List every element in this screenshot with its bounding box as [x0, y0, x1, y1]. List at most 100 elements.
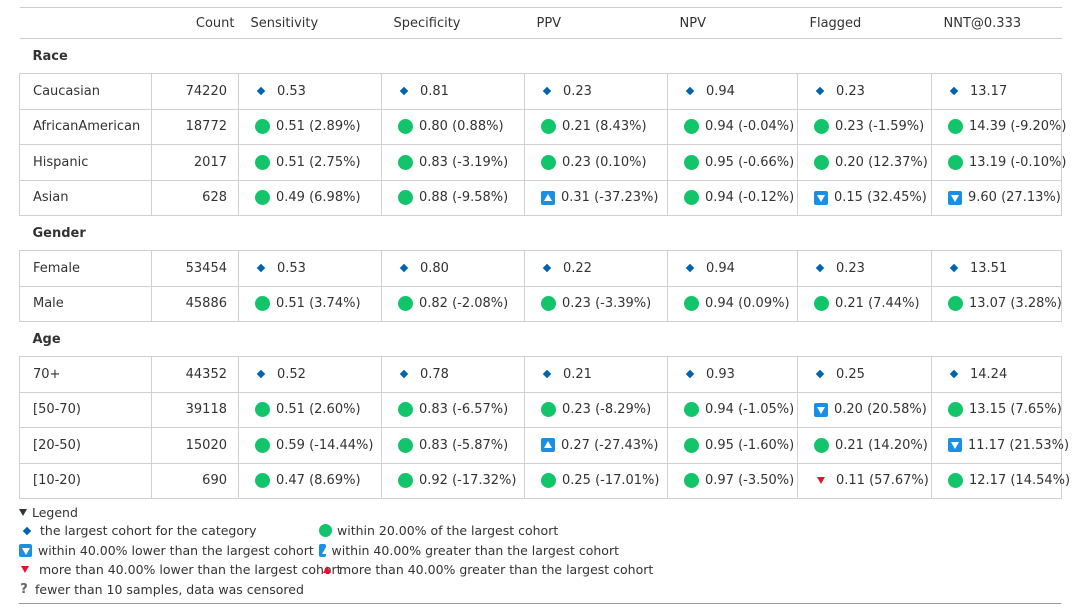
cohort-count: 44352	[151, 356, 239, 393]
legend: Legend the largest cohort for the catego…	[19, 503, 1061, 604]
circle-icon	[684, 190, 699, 206]
legend-item: within 40.00% greater than the largest c…	[319, 541, 619, 561]
metric-cell: 12.17 (14.54%)	[931, 462, 1070, 499]
square-down-arrow-icon	[814, 402, 828, 417]
legend-item-label: fewer than 10 samples, data was censored	[35, 581, 304, 597]
square-down-arrow-icon	[948, 190, 962, 205]
metric-cell: 0.53	[238, 250, 382, 287]
table-row: Male 45886 0.51 (3.74%) 0.82 (-2.08%) 0.23 (…	[19, 285, 1062, 322]
diamond-icon	[815, 264, 825, 273]
metric-value: 0.80	[420, 260, 449, 276]
metric-cell: 0.11 (57.67%)	[797, 462, 932, 499]
metric-cell: 0.97 (-3.50%)	[667, 462, 798, 499]
metric-value: 12.17 (14.54%)	[969, 473, 1071, 489]
cohort-name: [50-70)	[19, 391, 152, 428]
circle-icon	[948, 296, 963, 312]
metric-value: 0.20 (20.58%)	[834, 402, 927, 418]
metric-value: 0.94	[706, 260, 735, 276]
circle-icon	[255, 473, 270, 489]
circle-icon	[255, 119, 270, 135]
legend-toggle[interactable]: Legend	[19, 503, 1061, 521]
metric-value: 0.25 (-17.01%)	[562, 473, 660, 489]
cohort-count: 74220	[151, 73, 239, 110]
metric-value: 0.81	[420, 83, 449, 99]
diamond-icon	[542, 370, 552, 379]
metric-cell: 0.21 (14.20%)	[797, 427, 932, 464]
table-row: [10-20) 690 0.47 (8.69%) 0.92 (-17.32%) 0.25…	[19, 462, 1070, 499]
metric-cell: 0.51 (3.74%)	[238, 285, 382, 322]
diamond-icon	[815, 370, 825, 379]
metric-value: 13.07 (3.28%)	[969, 296, 1062, 312]
table-row: AfricanAmerican 18772 0.51 (2.89%) 0.80 (0.…	[19, 108, 1066, 145]
metric-value: 0.88 (-9.58%)	[419, 190, 509, 206]
circle-icon	[684, 154, 699, 170]
cohort-name: [10-20)	[19, 462, 152, 499]
metric-cell: 0.80	[381, 250, 525, 287]
metric-cell: 13.51	[931, 250, 1062, 287]
circle-icon	[541, 154, 556, 170]
metric-cell: 0.53	[238, 73, 382, 110]
metric-value: 0.83 (-5.87%)	[419, 437, 509, 453]
metric-cell: 0.47 (8.69%)	[238, 462, 382, 499]
square-up-arrow-icon	[541, 438, 555, 453]
fairness-report: Count Sensitivity Specificity PPV NPV Flagged…	[19, 7, 1070, 604]
metric-value: 14.39 (-9.20%)	[969, 119, 1067, 135]
metric-value: 0.94 (-1.05%)	[705, 402, 795, 418]
metric-value: 0.11 (57.67%)	[836, 473, 929, 489]
circle-icon	[541, 402, 556, 418]
metric-value: 0.23 (-8.29%)	[562, 402, 652, 418]
metric-cell: 0.21 (7.44%)	[797, 285, 932, 322]
diamond-icon	[949, 87, 959, 96]
column-header[interactable]: Count	[151, 7, 239, 39]
legend-item: more than 40.00% lower than the largest …	[19, 560, 342, 580]
legend-item: more than 40.00% greater than the larges…	[319, 560, 653, 580]
circle-icon	[398, 190, 413, 206]
column-header[interactable]: Specificity	[381, 7, 525, 39]
metric-value: 0.21	[563, 366, 592, 382]
cohort-name: [20-50)	[19, 427, 152, 464]
column-header[interactable]: PPV	[524, 7, 668, 39]
square-down-arrow-icon	[814, 190, 828, 205]
column-header[interactable]: Sensitivity	[238, 7, 382, 39]
circle-icon	[948, 119, 963, 135]
cohort-name: 70+	[19, 356, 152, 393]
metric-value: 13.19 (-0.10%)	[969, 154, 1067, 170]
diamond-icon	[815, 87, 825, 96]
legend-item: ? fewer than 10 samples, data was censore…	[19, 580, 319, 600]
diamond-icon	[542, 87, 552, 96]
metric-value: 0.59 (-14.44%)	[276, 437, 374, 453]
diamond-icon	[949, 264, 959, 273]
metric-value: 0.94	[706, 83, 735, 99]
metric-value: 0.83 (-6.57%)	[419, 402, 509, 418]
metric-cell: 14.24	[931, 356, 1062, 393]
metric-value: 14.24	[970, 366, 1008, 382]
column-header[interactable]: NPV	[667, 7, 798, 39]
metric-value: 0.94 (0.09%)	[705, 296, 790, 312]
circle-icon	[948, 473, 963, 489]
metric-value: 0.22	[563, 260, 592, 276]
circle-icon	[684, 402, 699, 418]
red-triangle-up-icon	[323, 566, 331, 574]
metric-cell: 0.52	[238, 356, 382, 393]
legend-item-label: the largest cohort for the category	[40, 523, 257, 539]
table-row: Caucasian 74220 0.53 0.81 0.23 0.94 0.23 13.17	[19, 73, 1062, 110]
metric-value: 0.80 (0.88%)	[419, 119, 504, 135]
cohort-name: Hispanic	[19, 144, 152, 181]
metric-value: 0.20 (12.37%)	[835, 154, 928, 170]
cohort-name: Female	[19, 250, 152, 287]
metric-cell: 0.80 (0.88%)	[381, 108, 525, 145]
metric-cell: 13.15 (7.65%)	[931, 391, 1062, 428]
metric-cell: 0.27 (-27.43%)	[524, 427, 668, 464]
metric-cell: 0.94	[667, 73, 798, 110]
metric-cell: 0.23 (0.10%)	[524, 144, 668, 181]
metric-cell: 0.95 (-0.66%)	[667, 144, 798, 181]
diamond-icon	[256, 264, 266, 273]
circle-icon	[255, 437, 270, 453]
cohort-count: 628	[151, 179, 239, 216]
column-header[interactable]: Flagged	[797, 7, 932, 39]
metric-cell: 0.94 (-1.05%)	[667, 391, 798, 428]
metric-cell: 0.23	[797, 250, 932, 287]
column-header[interactable]: NNT@0.333	[931, 7, 1062, 39]
metric-value: 0.78	[420, 366, 449, 382]
circle-icon	[814, 296, 829, 312]
